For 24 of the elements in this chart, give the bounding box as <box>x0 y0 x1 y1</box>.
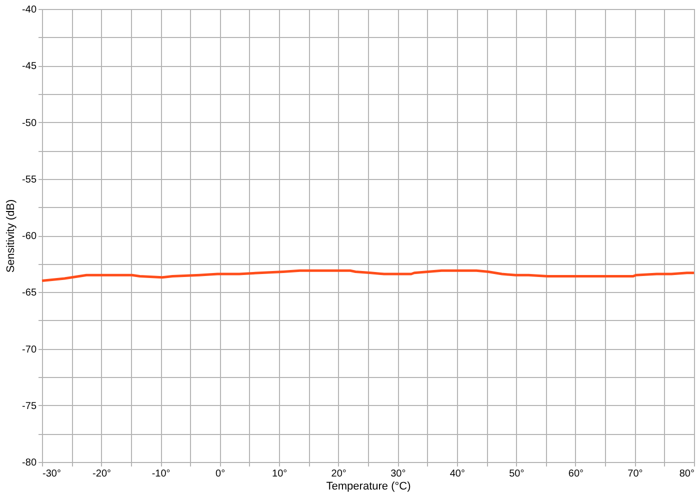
x-tick-label: 30° <box>390 468 406 480</box>
x-tick-label: -30° <box>42 468 61 480</box>
x-tick-label: 40° <box>450 468 465 480</box>
line-series <box>40 269 696 282</box>
y-tick-label: -65 <box>22 288 37 299</box>
x-tick-label: -10° <box>152 468 170 480</box>
x-tick-label: 0° <box>216 468 226 480</box>
y-tick-label: -55 <box>22 174 37 186</box>
y-tick-label: -45 <box>22 61 37 72</box>
x-tick-label: 50° <box>509 468 524 480</box>
y-tick-label: -80 <box>22 458 37 468</box>
y-axis-title: Sensitivity (dB) <box>5 199 18 273</box>
x-tick-label: 60° <box>568 468 584 480</box>
x-axis-title: Temperature (°C) <box>326 480 411 492</box>
y-tick-label: -75 <box>22 400 37 412</box>
x-tick-label: -20° <box>92 468 111 480</box>
x-tick-label: 10° <box>272 468 288 480</box>
x-tick-label: 80° <box>679 468 694 480</box>
x-tick-label: 70° <box>628 468 643 480</box>
y-tick-label: -50 <box>22 118 37 129</box>
y-tick-label: -60 <box>22 231 37 242</box>
y-tick-label: -40 <box>22 4 37 16</box>
x-tick-label: 20° <box>331 468 346 480</box>
y-tick-label: -70 <box>22 344 37 356</box>
